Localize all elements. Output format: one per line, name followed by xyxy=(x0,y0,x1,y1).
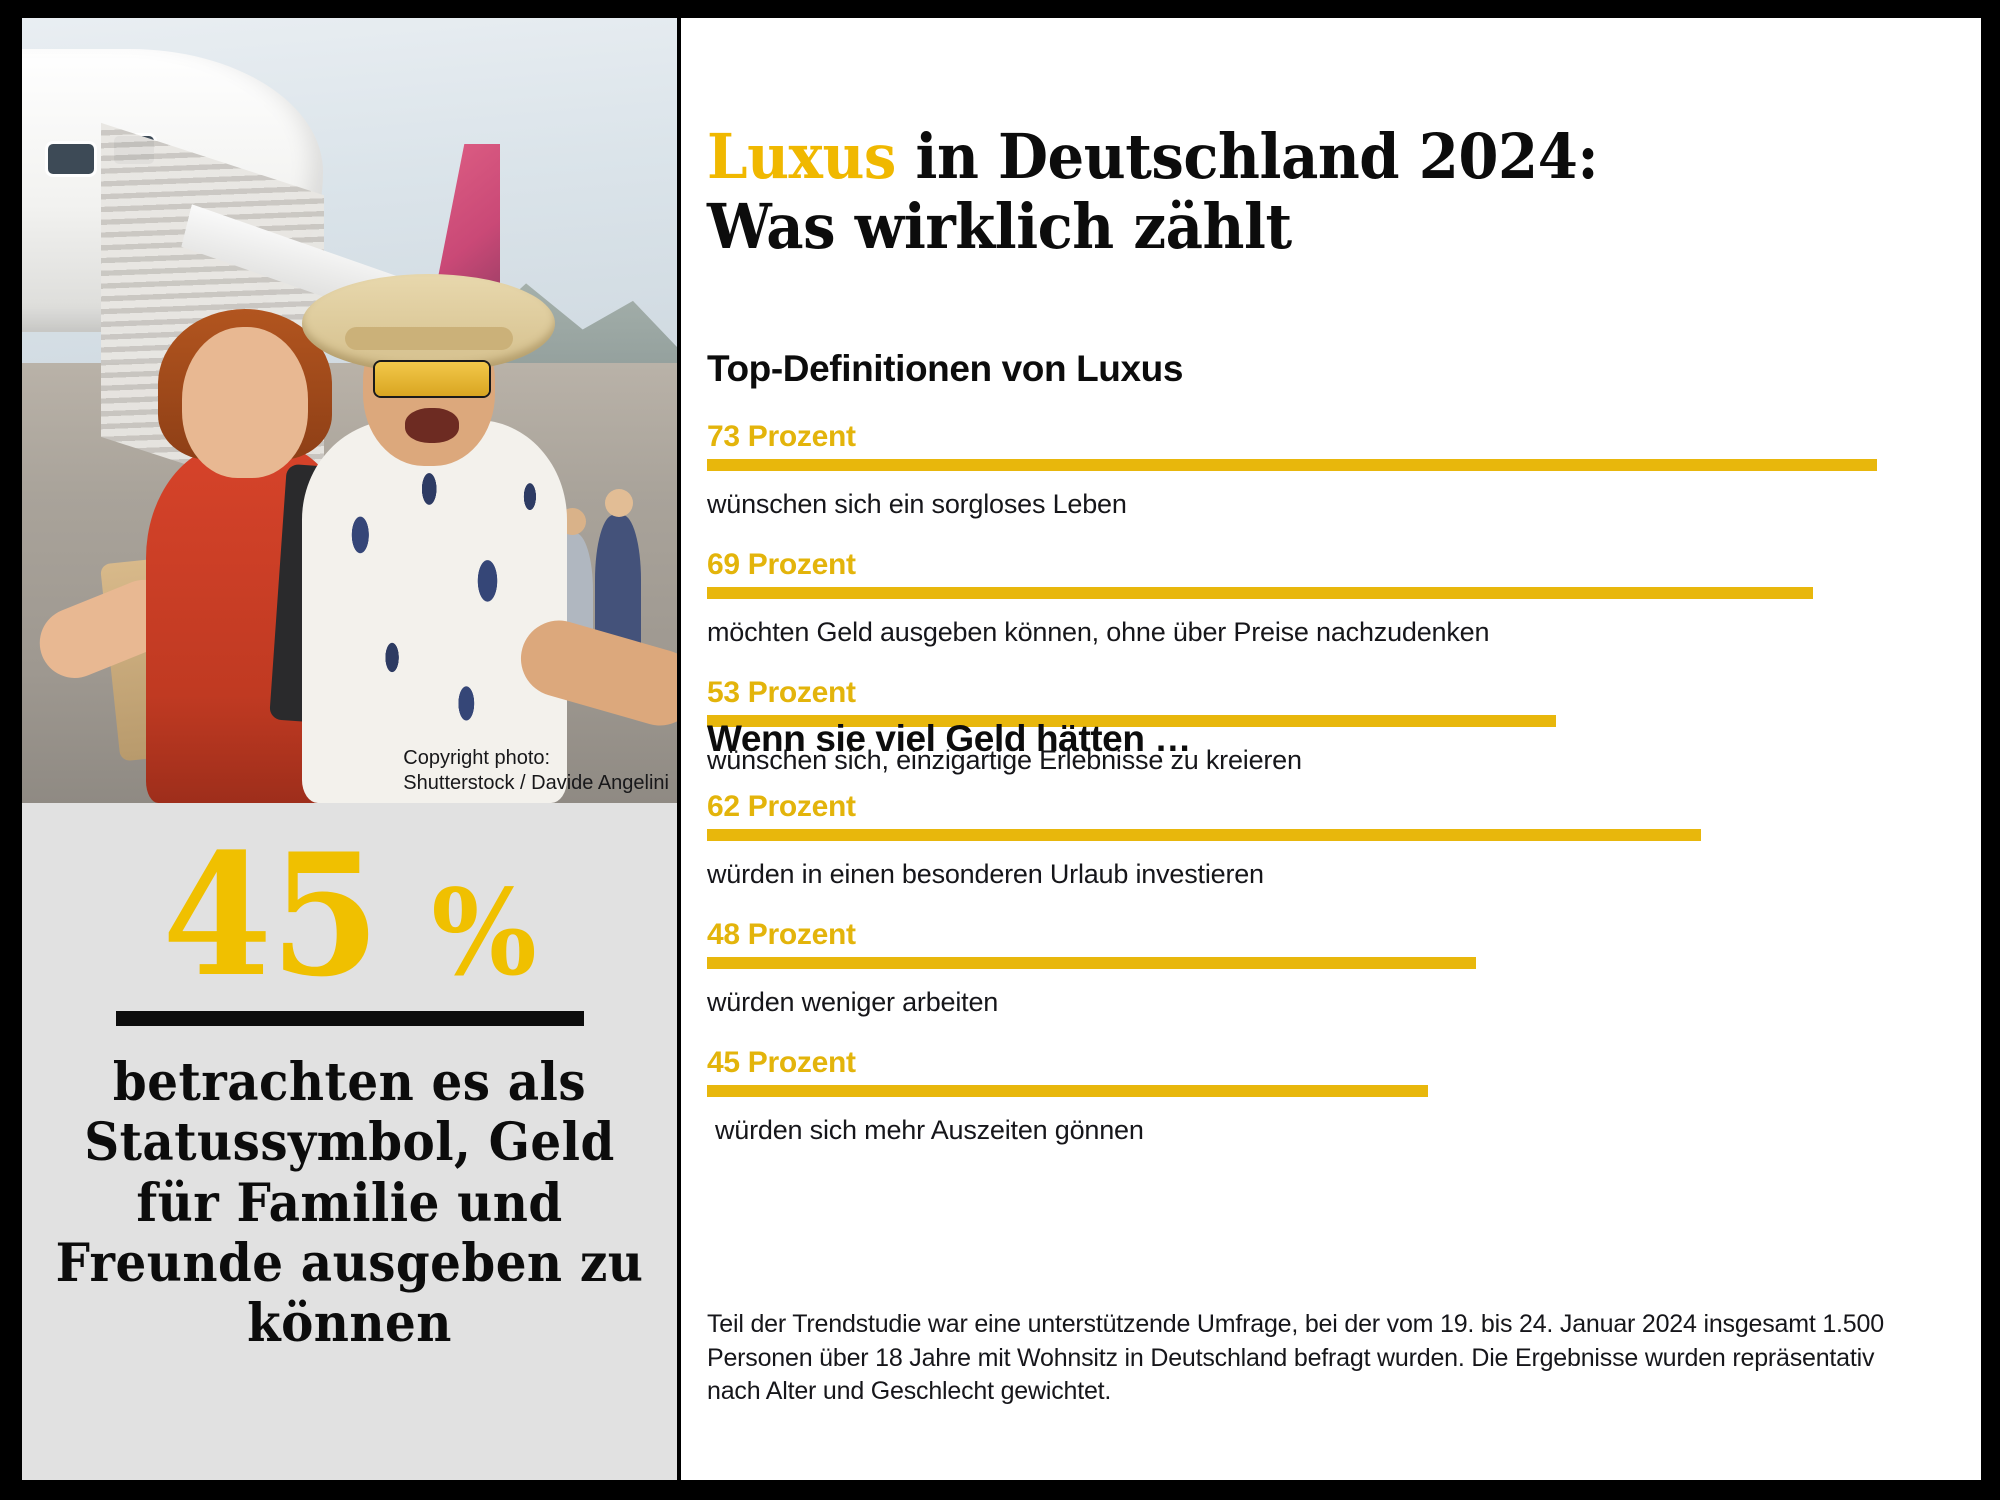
stat-description: wünschen sich, einzigartige Erlebnisse z… xyxy=(707,745,1302,775)
stat-row: 45 Prozent würden sich mehr Auszeiten gö… xyxy=(707,1046,1957,1146)
stat-description: würden in einen besonderen Urlaub invest… xyxy=(707,859,1264,889)
stat-description: möchten Geld ausgeben können, ohne über … xyxy=(707,617,1490,647)
page-title: Luxus in Deutschland 2024: Was wirklich … xyxy=(707,119,1823,263)
photo-foreground-couple xyxy=(29,222,677,803)
stat-bar-fill xyxy=(707,715,1557,727)
right-column: Luxus in Deutschland 2024: Was wirklich … xyxy=(681,18,1981,1480)
stat-bar-fill xyxy=(707,1085,1429,1097)
stat-label: 62 Prozent xyxy=(707,790,856,823)
photo-woman-face xyxy=(181,326,309,478)
stat-description: würden weniger arbeiten xyxy=(707,987,999,1017)
photo-man-torso xyxy=(302,419,568,803)
stat-label: 69 Prozent xyxy=(707,548,856,581)
section-top-definitionen: Top-Definitionen von Luxus 73 Prozent wü… xyxy=(707,348,1957,804)
stat-bar-track xyxy=(707,459,1957,471)
section-heading: Top-Definitionen von Luxus xyxy=(707,348,1184,389)
page-title-highlight: Luxus xyxy=(707,119,896,193)
photo-hat-band xyxy=(344,326,514,350)
methodology-note: Teil der Trendstudie war eine unterstütz… xyxy=(707,1310,1884,1405)
stat-bar-track xyxy=(707,587,1957,599)
photo-airplane-window xyxy=(48,143,95,174)
stat-label: 48 Prozent xyxy=(707,918,856,951)
stat-row: 48 Prozent würden weniger arbeiten xyxy=(707,918,1957,1018)
photo-sunglasses xyxy=(374,361,490,397)
photo-straw-hat xyxy=(302,274,556,374)
stat-bar-track xyxy=(707,715,1957,727)
stat-label: 53 Prozent xyxy=(707,676,856,709)
stat-bar-track xyxy=(707,1085,1957,1097)
page-title-line2: Was wirklich zählt xyxy=(707,189,1292,263)
stat-bar-fill xyxy=(707,829,1701,841)
stat-row: 69 Prozent möchten Geld ausgeben können,… xyxy=(707,548,1957,648)
stat-bar-fill xyxy=(707,459,1877,471)
stat-bar-track xyxy=(707,957,1957,969)
stat-bar-track xyxy=(707,829,1957,841)
stat-label: 73 Prozent xyxy=(707,420,856,453)
headline-stat-caption: betrachten es als Statussymbol, Geld für… xyxy=(55,1052,644,1355)
photo-credit: Copyright photo: Shutterstock / Davide A… xyxy=(403,747,669,794)
headline-stat-panel: 45 % betrachten es als Statussymbol, Gel… xyxy=(22,803,677,1480)
headline-stat-percent-symbol: % xyxy=(431,863,537,1002)
photo-man-mouth xyxy=(404,408,459,443)
stat-description: wünschen sich ein sorgloses Leben xyxy=(707,489,1127,519)
photo-person-head xyxy=(605,489,634,518)
hero-photo: Copyright photo: Shutterstock / Davide A… xyxy=(22,18,677,803)
stat-bar-fill xyxy=(707,587,1813,599)
stat-row: 73 Prozent wünschen sich ein sorgloses L… xyxy=(707,420,1957,520)
page-title-rest: in Deutschland 2024: xyxy=(895,119,1599,193)
headline-stat-divider xyxy=(115,1011,584,1026)
section-wenn-sie-viel-geld-haetten: Wenn sie viel Geld hätten … 62 Prozent w… xyxy=(707,718,1957,1174)
stat-row: 62 Prozent würden in einen besonderen Ur… xyxy=(707,790,1957,890)
stat-bar-fill xyxy=(707,957,1477,969)
stat-description: würden sich mehr Auszeiten gönnen xyxy=(715,1115,1144,1145)
left-column: Copyright photo: Shutterstock / Davide A… xyxy=(22,18,677,1480)
stat-label: 45 Prozent xyxy=(707,1046,856,1079)
headline-stat-value: 45 xyxy=(162,816,380,1014)
stat-row: 53 Prozent wünschen sich, einzigartige E… xyxy=(707,676,1957,776)
headline-stat-number: 45 % xyxy=(42,831,658,999)
section-heading: Wenn sie viel Geld hätten … xyxy=(707,718,1192,759)
